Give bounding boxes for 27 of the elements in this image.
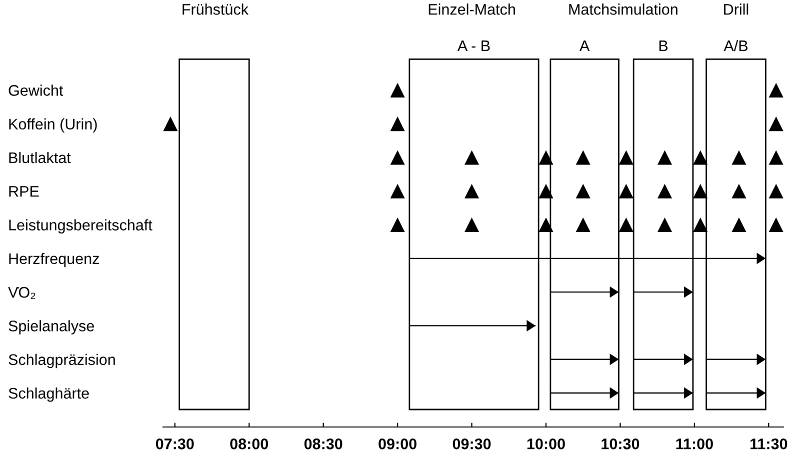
- y-tick-label: Koffein (Urin): [9, 118, 97, 133]
- y-tick-label: Herzfrequenz: [9, 252, 99, 268]
- x-tick-label: 10:00: [527, 438, 565, 450]
- x-tick-label: 08:30: [304, 438, 342, 450]
- y-tick-label: RPE: [9, 186, 39, 197]
- x-tick-label: 11:30: [750, 438, 788, 450]
- y-tick-label: Leistungsbereitschaft: [9, 219, 152, 234]
- band-label: A/B: [724, 40, 748, 52]
- x-tick-label: 10:30: [602, 438, 640, 450]
- y-tick-label: Blutlaktat: [9, 152, 71, 164]
- x-tick-label: 07:30: [156, 438, 194, 450]
- y-tick-label: Schlaghärte: [8, 387, 89, 402]
- band-label: B: [659, 40, 668, 52]
- text: Drill: [724, 4, 748, 15]
- x-tick-label: 09:00: [378, 438, 416, 450]
- y-tick-label: Spielanalyse: [8, 320, 94, 334]
- band-label: A - B: [457, 40, 490, 52]
- x-tick-label: 08:00: [230, 438, 268, 450]
- text: Matchsimulation: [569, 4, 678, 15]
- y-tick-label: Gewicht: [8, 84, 64, 96]
- y-tick-label: V̇O₂: [8, 286, 36, 299]
- band-label: A: [580, 40, 590, 52]
- y-tick-label: Schlagpräzision: [8, 354, 115, 368]
- text: Einzel-Match: [428, 4, 515, 15]
- x-tick-label: 09:30: [452, 438, 491, 450]
- x-tick-label: 11:00: [676, 438, 713, 450]
- text: Frühstück: [182, 4, 249, 15]
